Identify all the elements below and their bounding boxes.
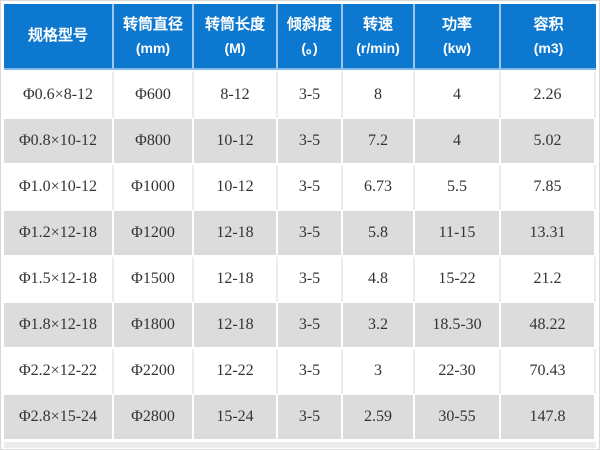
cell: Φ1.0×10-12 (4, 165, 114, 211)
column-header-label: 规格型号 (27, 27, 88, 44)
cell: Φ2800 (114, 395, 194, 441)
cell: 12-18 (194, 257, 278, 303)
cell: 3-5 (278, 303, 343, 349)
cell: 3-5 (278, 165, 343, 211)
cell: Φ1500 (114, 257, 194, 303)
cell: 18.5-30 (415, 303, 501, 349)
column-header-unit: (M) (224, 39, 246, 56)
cell: 21.2 (501, 257, 596, 303)
cell: Φ2.8×15-24 (4, 395, 114, 441)
cell: Φ1000 (114, 165, 194, 211)
table-row: Φ0.6×8-12 Φ600 8-12 3-5 8 4 2.26 (4, 70, 596, 119)
column-header-unit: (r/min) (356, 39, 400, 56)
table-row: Φ0.8×10-12 Φ800 10-12 3-5 7.2 4 5.02 (4, 119, 596, 165)
cell: 8-12 (194, 70, 278, 119)
cell: 10-12 (194, 119, 278, 165)
cell: Φ2.2×12-22 (4, 349, 114, 395)
cell: 11-15 (415, 211, 501, 257)
column-header-unit: (。) (301, 39, 318, 56)
cell: 2.59 (343, 395, 415, 441)
cell: Φ1.5×12-18 (4, 257, 114, 303)
bottom-strip (4, 442, 596, 448)
column-header: 转筒长度 (M) (194, 4, 278, 70)
cell: 12-18 (194, 211, 278, 257)
cell: 12-18 (194, 303, 278, 349)
cell: 10-12 (194, 165, 278, 211)
table-row: Φ1.8×12-18 Φ1800 12-18 3-5 3.2 18.5-30 48.22 (4, 303, 596, 349)
cell: 3.2 (343, 303, 415, 349)
cell: 3-5 (278, 70, 343, 119)
cell: 3-5 (278, 257, 343, 303)
cell: Φ0.6×8-12 (4, 70, 114, 119)
header-row: 规格型号 转筒直径 (mm) 转筒长度 (M) 倾斜度 (。) 转速 (r/min) 功率 (kw)… (4, 4, 596, 70)
cell: 3-5 (278, 119, 343, 165)
cell: 147.8 (501, 395, 596, 441)
cell: Φ1200 (114, 211, 194, 257)
column-header: 容积 (m3) (501, 4, 596, 70)
cell: 4 (415, 119, 501, 165)
cell: 6.73 (343, 165, 415, 211)
table-row: Φ1.2×12-18 Φ1200 12-18 3-5 5.8 11-15 13.31 (4, 211, 596, 257)
cell: 3-5 (278, 395, 343, 441)
column-header: 规格型号 (4, 4, 114, 70)
cell: 15-24 (194, 395, 278, 441)
column-header-label: 容积 (533, 15, 564, 33)
cell: 8 (343, 70, 415, 119)
cell: Φ1.2×12-18 (4, 211, 114, 257)
cell: 5.5 (415, 165, 501, 211)
cell: 7.85 (501, 165, 596, 211)
table-row: Φ1.0×10-12 Φ1000 10-12 3-5 6.73 5.5 7.85 (4, 165, 596, 211)
cell: 15-22 (415, 257, 501, 303)
cell: Φ800 (114, 119, 194, 165)
column-header-label: 转筒直径 (122, 15, 183, 33)
column-header-unit: (mm) (135, 39, 171, 56)
cell: 5.8 (343, 211, 415, 257)
column-header-label: 转筒长度 (204, 15, 265, 33)
cell: Φ1.8×12-18 (4, 303, 114, 349)
column-header-unit: (kw) (443, 39, 471, 56)
cell: 4.8 (343, 257, 415, 303)
cell: 3-5 (278, 349, 343, 395)
cell: 30-55 (415, 395, 501, 441)
cell: Φ600 (114, 70, 194, 119)
cell: 4 (415, 70, 501, 119)
cell: 22-30 (415, 349, 501, 395)
column-header: 功率 (kw) (415, 4, 501, 70)
table-header: 规格型号 转筒直径 (mm) 转筒长度 (M) 倾斜度 (。) 转速 (r/min) 功率 (kw)… (4, 4, 596, 70)
cell: Φ0.8×10-12 (4, 119, 114, 165)
column-header-label: 转速 (362, 15, 393, 33)
table-row: Φ2.2×12-22 Φ2200 12-22 3-5 3 22-30 70.43 (4, 349, 596, 395)
table-row: Φ2.8×15-24 Φ2800 15-24 3-5 2.59 30-55 147.8 (4, 395, 596, 441)
cell: Φ1800 (114, 303, 194, 349)
cell: Φ2200 (114, 349, 194, 395)
table-row: Φ1.5×12-18 Φ1500 12-18 3-5 4.8 15-22 21.2 (4, 257, 596, 303)
cell: 7.2 (343, 119, 415, 165)
column-header-label: 倾斜度 (286, 15, 332, 33)
cell: 13.31 (501, 211, 596, 257)
cell: 70.43 (501, 349, 596, 395)
cell: 5.02 (501, 119, 596, 165)
spec-table: 规格型号 转筒直径 (mm) 转筒长度 (M) 倾斜度 (。) 转速 (r/min) 功率 (kw)… (4, 4, 596, 441)
table-body: Φ0.6×8-12 Φ600 8-12 3-5 8 4 2.26 Φ0.8×10-12 Φ800… (4, 70, 596, 441)
column-header-label: 功率 (441, 15, 472, 33)
column-header: 倾斜度 (。) (278, 4, 343, 70)
cell: 48.22 (501, 303, 596, 349)
cell: 3-5 (278, 211, 343, 257)
cell: 2.26 (501, 70, 596, 119)
column-header-unit: (m3) (533, 39, 564, 56)
cell: 12-22 (194, 349, 278, 395)
column-header: 转速 (r/min) (343, 4, 415, 70)
cell: 3 (343, 349, 415, 395)
column-header: 转筒直径 (mm) (114, 4, 194, 70)
